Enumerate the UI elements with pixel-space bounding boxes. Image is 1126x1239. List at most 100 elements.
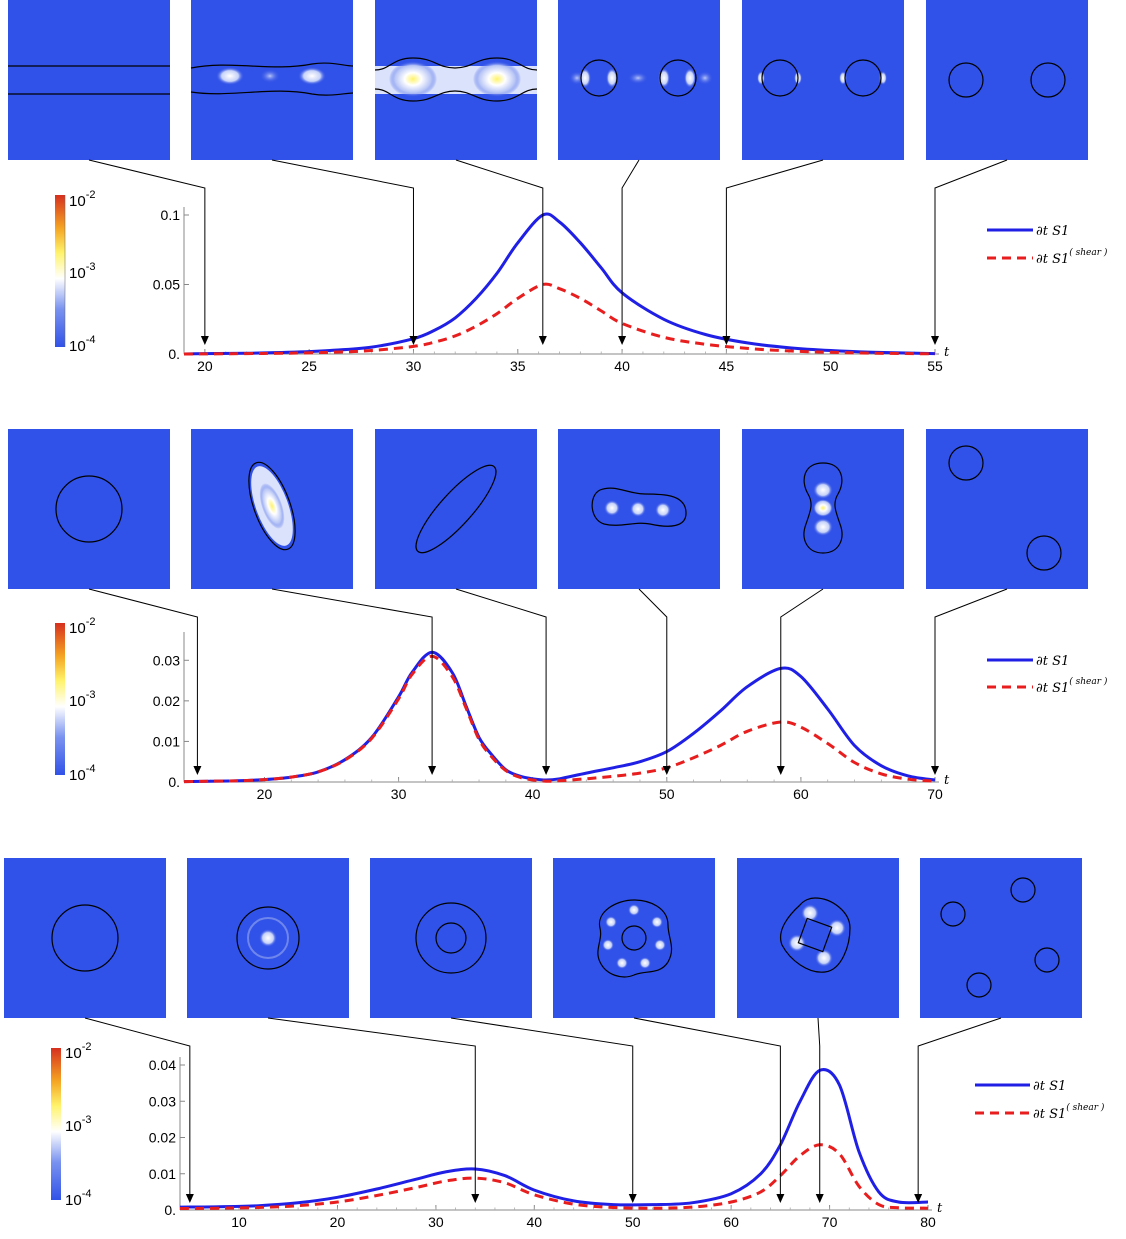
y-tick-label: 0.01 [153,733,180,749]
connector-arrow [185,1194,194,1203]
y-tick-label: 0. [168,774,180,790]
colorbar-3: 10-2 10-3 10-4 [51,1041,91,1209]
x-tick-label: 45 [719,358,735,374]
colorbar-2: 10-2 10-3 10-4 [55,616,95,784]
connector-line [780,588,824,768]
snapshot-1-4 [558,0,720,160]
connector-arrow [914,1194,923,1203]
series-total [179,1068,929,1209]
row2-snapshots [8,429,1088,589]
cb2-mid: 10-3 [69,689,95,710]
connector-arrow [193,766,202,775]
connector-arrow [538,336,547,345]
cb1-mid: 10-3 [69,261,95,282]
y-tick-label: 0.03 [153,652,180,668]
cb2-bottom: 10-4 [69,763,95,784]
legend-2-red: ∂t S1( shear ) [1036,676,1108,696]
legend-3: ∂t S1 ∂t S1( shear ) [975,1079,1105,1122]
series-shear [179,1143,929,1210]
x-tick-label: 60 [793,786,809,802]
legend-3-blue: ∂t S1 [1033,1079,1066,1094]
snapshot-3-4 [553,858,715,1018]
y-tick-label: 0. [168,346,180,362]
legend-1: ∂t S1 ∂t S1( shear ) [987,224,1108,267]
x-tick-label: 50 [659,786,675,802]
legend-1-blue: ∂t S1 [1036,224,1069,239]
cb3-mid: 10-3 [65,1114,91,1135]
connector-arrow [815,1194,824,1203]
x-tick-label: 20 [330,1214,346,1230]
row1-snapshots [8,0,1088,160]
snapshot-2-6 [926,429,1088,589]
connector-line [88,588,198,768]
x-tick-label: 10 [231,1214,247,1230]
cb3-top: 10-2 [65,1041,91,1062]
snapshot-2-4 [558,429,720,589]
x-tick-label: 30 [406,358,422,374]
connector-arrow [931,336,939,345]
cb3-bottom: 10-4 [65,1188,91,1209]
x-tick-label: 30 [391,786,407,802]
connector-line [638,588,668,768]
connector-line [88,159,206,338]
connector-line [817,1017,821,1196]
connector-line [917,1017,1002,1196]
row3-snapshots [4,858,1082,1018]
connector-arrow [471,1194,480,1203]
snapshot-1-3 [374,0,538,160]
series-shear [183,654,936,784]
connector-arrow [200,336,209,345]
x-tick-label: 40 [527,1214,543,1230]
y-tick-label: 0.03 [149,1093,176,1109]
x-tick-label: 25 [301,358,317,374]
connector-line [450,1017,634,1196]
x-tick-label: 40 [525,786,541,802]
connector-line [725,159,824,338]
x-axis-label: t [944,345,950,360]
x-axis-label: t [944,773,950,788]
connector-line [455,588,547,768]
x-tick-label: 60 [723,1214,739,1230]
connector-line [271,159,414,338]
chart-2: 20 30 40 50 60 70t 0. 0.01 0.02 0.03 [153,632,950,802]
y-tick-label: 0. [164,1202,176,1218]
legend-2: ∂t S1 ∂t S1( shear ) [987,654,1108,696]
snapshot-1-1 [8,0,170,160]
snapshot-2-3 [375,429,537,589]
snapshot-2-1 [8,429,170,589]
series-total [183,212,936,356]
connector-arrow [776,1194,785,1203]
connector-arrow [776,766,785,775]
connector-line [267,1017,476,1196]
x-tick-label: 30 [428,1214,444,1230]
connector-line [633,1017,781,1196]
snapshot-3-1 [4,858,166,1018]
y-tick-label: 0.04 [149,1057,176,1073]
x-tick-label: 50 [823,358,839,374]
snapshot-3-6 [920,858,1082,1018]
y-tick-label: 0.1 [161,207,181,223]
cb1-bottom: 10-4 [69,334,95,355]
snapshot-2-2 [191,429,353,589]
connector-arrow [662,766,671,775]
y-tick-label: 0.02 [149,1130,176,1146]
x-tick-label: 20 [197,358,213,374]
x-tick-label: 70 [822,1214,838,1230]
series-shear [183,282,936,356]
connector-arrow [931,766,939,775]
colorbar-1: 10-2 10-3 10-4 [55,189,95,355]
y-tick-label: 0.05 [153,277,180,293]
legend-1-red: ∂t S1( shear ) [1036,247,1108,267]
x-tick-label: 40 [614,358,630,374]
x-tick-label: 70 [927,786,943,802]
x-tick-label: 80 [920,1214,936,1230]
connector-line [934,159,1008,338]
snapshot-1-5 [742,0,904,160]
connector-arrow [409,336,418,345]
connector-line [621,159,640,338]
x-tick-label: 55 [927,358,943,374]
x-tick-label: 50 [625,1214,641,1230]
connector-line [271,588,433,768]
connector-arrow [618,336,627,345]
